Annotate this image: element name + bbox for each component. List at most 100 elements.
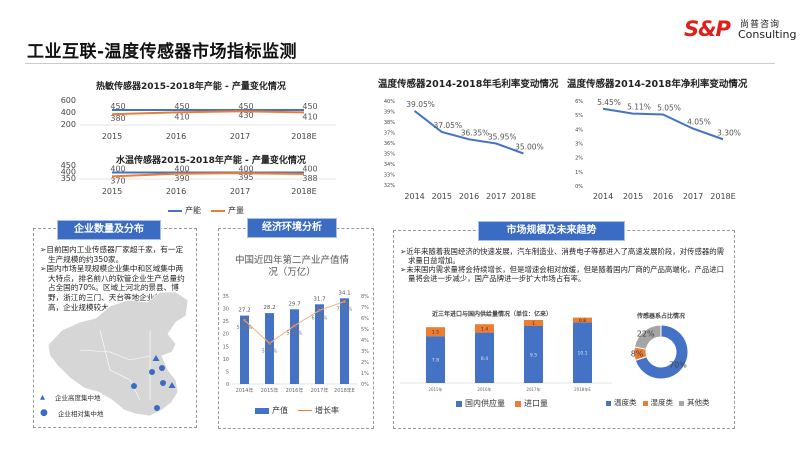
data-label: 39.05% [406,100,435,109]
logo-en: Consulting [738,28,797,41]
y-tick-label: 40% [384,99,395,105]
data-label: 37.05% [433,121,462,130]
legend-import: 进口量 [515,398,548,409]
y-tick-label: 400 [61,168,76,177]
x-tick-label: 2016 [166,187,186,196]
bullet: ➢目前国内工业传感器厂家超千家，有一定生产规模的约350家。 [40,245,184,264]
market-text: ➢近年来随着我国经济的快速发展，汽车制造业、消费电子等都进入了高速发展阶段，对传… [400,247,730,283]
legend-circle: ● 企业相对集中地 [40,408,104,418]
y-tick-label: 350 [61,174,76,183]
bullet: ➢国内市场呈现规模企业集中和区域集中两大特点，排名前八的软管企业生产总量约占全国… [40,264,185,312]
industry-chart-title: 中国近四年第二产业产值情况（万亿） [234,255,349,278]
data-label: 390 [174,174,189,183]
y-tick-label: 5% [575,113,583,119]
series-line-净利率 [602,107,724,141]
x-tick-label: 2017 [683,192,703,201]
data-label: 5.11% [627,103,651,112]
y-tick-label: 34% [384,162,395,168]
industry-legend: 产值 增长率 [255,405,339,416]
legend-triangle: ▲ 企业高度集中地 [40,393,101,402]
enterprise-header: 企业数量及分布 [57,220,161,240]
y-tick-label: 3% [575,142,583,148]
legend-other: 其他类 [679,397,710,408]
data-label: 410 [302,112,317,121]
y-tick-label: 4% [575,127,583,133]
data-label: 35.95% [488,133,517,142]
legend-growth: 增长率 [298,405,339,416]
x-tick-label: 2015 [102,187,122,196]
x-tick-label: 2018E [291,187,316,196]
x-tick-label: 2016 [166,132,186,141]
x-tick-label: 2016 [653,192,673,201]
logo-cn: 尚普咨询 [740,20,781,30]
supply-legend: 国内供应量 进口量 [456,398,548,409]
y-tick-label: 0% [575,184,583,190]
legend-temperature: 温度类 [606,397,637,408]
logo-mark: S&P [684,17,731,41]
y-tick-label: 600 [61,96,76,105]
y-tick-label: 2% [575,156,583,162]
heat-chart-title: 热敏传感器2015-2018年产能 - 产量变化情况 [96,82,286,92]
data-label: 395 [238,173,253,182]
net-margin-title: 温度传感器2014-2018年净利率变动情况 [567,79,748,90]
data-label: 36.35% [461,128,490,137]
data-label: 450 [110,102,125,111]
x-tick-label: 2018E [511,192,536,201]
bullet: ➢近年来随着我国经济的快速发展，汽车制造业、消费电子等都进入了高速发展阶段，对传… [400,247,725,265]
x-tick-label: 2017 [486,192,506,201]
y-tick-label: 35% [384,152,395,158]
series-line-产量 [111,110,305,116]
data-label: 450 [238,102,253,111]
data-label: 35.00% [515,143,544,152]
y-tick-label: 1% [575,170,583,176]
gross-margin-title: 温度传感器2014-2018年毛利率变动情况 [378,79,559,90]
data-label: 410 [174,112,189,121]
share-legend: 温度类 湿度类 其他类 [606,397,710,408]
capacity-legend: 产能 产量 [168,205,244,216]
y-tick-label: 32% [384,183,395,189]
title-divider [25,63,775,64]
legend-domestic: 国内供应量 [456,398,505,409]
legend-output-value: 产值 [255,405,288,416]
data-label: 450 [302,102,317,111]
x-tick-label: 2015 [432,192,452,201]
y-tick-label: 36% [384,141,395,147]
series-line-产量 [111,172,305,178]
x-tick-label: 2015 [623,192,643,201]
x-tick-label: 2017 [230,132,250,141]
x-tick-label: 2018E [291,132,316,141]
market-header: 市场规模及未来趋势 [478,221,625,241]
data-label: 4.05% [687,118,711,127]
supply-chart-title: 近三年进口与国内供给量情况（单位：亿来） [432,311,553,318]
data-label: 450 [174,102,189,111]
data-label: 380 [110,114,125,123]
legend-output: 产量 [211,205,244,216]
enterprise-text: ➢目前国内工业传感器厂家超千家，有一定生产规模的约350家。 ➢国内市场呈现规模… [40,245,190,312]
y-tick-label: 400 [61,108,76,117]
data-label: 3.30% [717,128,741,137]
y-tick-label: 450 [61,161,76,170]
y-tick-label: 200 [61,120,76,129]
y-tick-label: 39% [384,110,395,116]
x-tick-label: 2015 [102,132,122,141]
data-label: 370 [110,176,125,185]
data-label: 5.45% [597,98,621,107]
x-tick-label: 2017 [230,187,250,196]
series-line-毛利率 [413,110,524,155]
data-label: 388 [302,174,317,183]
data-label: 5.05% [657,103,681,112]
y-tick-label: 37% [384,131,395,137]
y-tick-label: 33% [384,173,395,179]
data-label: 430 [238,111,253,120]
legend-humidity: 湿度类 [642,397,673,408]
x-tick-label: 2016 [459,192,479,201]
x-tick-label: 2018E [710,192,735,201]
bullet: ➢未来国内需求量将会持续增长，但是增速会相对放缓，但是随着国内厂商的产品高端化，… [400,265,725,283]
x-tick-label: 2014 [404,192,424,201]
page-title: 工业互联-温度传感器市场指标监测 [27,42,298,62]
legend-capacity: 产能 [168,205,201,216]
share-chart-title: 传感器系占比情况 [637,313,686,320]
y-tick-label: 38% [384,120,395,126]
economy-header: 经济环境分析 [247,218,337,238]
